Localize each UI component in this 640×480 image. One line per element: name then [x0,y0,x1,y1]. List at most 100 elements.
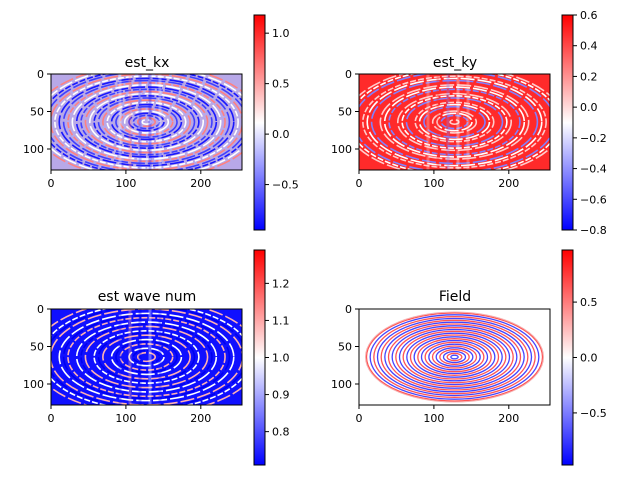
y-tick-label: 100 [331,378,352,391]
y-tick-label: 100 [331,143,352,156]
colorbar: −0.5 0.0 0.5 [561,249,607,466]
stripe-ring [88,327,205,387]
y-tick-label: 0 [345,68,352,81]
stripe-ring [84,325,209,389]
colorbar-tick-label: −0.5 [580,407,607,420]
field-edge-ring [365,311,544,403]
field-ring [391,325,518,389]
colorbar-tick-label: 0.0 [580,101,598,114]
colorbar-tick-label: 1.1 [272,314,290,327]
panel-est-ky: est_ky 0 100 200 0 50 100 −0.8 −0.6 −0.4 −0.2 0.… [331,9,607,237]
field-ring [450,354,459,360]
field-ring [384,321,525,393]
colorbar-ticks: −0.8 −0.6 −0.4 −0.2 0.0 0.2 0.4 0.6 [573,9,607,237]
center-streak [446,74,450,170]
heatmap-area [50,73,243,171]
heatmap-rings [359,74,550,170]
stripe-ring [88,92,205,152]
heatmap-area [358,73,551,171]
center-streak [118,309,122,405]
colorbar-ticks: −0.5 0.0 0.5 [573,296,607,420]
x-tick-label: 100 [423,412,444,425]
x-tick-label: 0 [356,177,363,190]
y-axis-ticks: 0 50 100 [331,68,359,156]
stripe-ring [75,321,218,393]
y-tick-label: 0 [37,68,44,81]
colorbar-tick-label: −0.5 [272,179,299,192]
heatmap-area [50,308,243,406]
center-streak [456,74,460,170]
x-tick-label: 200 [498,177,519,190]
colorbar-tick-label: 0.5 [580,296,598,309]
stripe-ring [379,84,530,160]
colorbar-gradient [253,14,266,231]
stripe-ring [67,316,226,398]
stripe-ring [444,116,465,128]
panel-est-wave-num: est wave num 0 100 200 0 50 100 0.8 0.9 1.0 1.1… [23,249,290,466]
stripe-ring [449,119,460,125]
center-streak [138,74,142,170]
stripe-ring [427,108,482,136]
y-tick-label: 100 [23,378,44,391]
stripe-ring [97,97,196,147]
stripe-ring [93,95,200,149]
stripe-ring [67,81,226,163]
y-tick-label: 0 [345,303,352,316]
colorbar: 0.8 0.9 1.0 1.1 1.2 [253,249,290,466]
x-tick-label: 0 [356,412,363,425]
center-streak [426,74,430,170]
plot-frame [358,308,551,406]
center-streak [466,74,470,170]
stripe-ring [75,86,218,158]
y-tick-label: 50 [338,106,352,119]
colorbar-gradient [561,14,574,231]
panel-title: est wave num [98,289,197,305]
stripe-ring [141,354,152,360]
field-ring [387,323,522,391]
stripe-ring [128,347,165,367]
heatmap-rings [365,311,544,403]
colorbar-tick-label: 0.9 [272,389,290,402]
stripe-ring [136,116,157,128]
field-ring [413,336,496,378]
center-streak [138,309,142,405]
stripe-ring [97,332,196,382]
x-tick-label: 200 [190,177,211,190]
y-axis-ticks: 0 50 100 [331,303,359,391]
colorbar-ticks: −0.5 0.0 0.5 1.0 [265,27,299,192]
stripe-ring [54,310,239,404]
panel-title: est_kx [125,55,170,71]
x-tick-label: 0 [48,412,55,425]
colorbar-tick-label: 1.0 [272,27,290,40]
stripe-ring [123,345,170,369]
field-ring [446,352,463,362]
x-axis-ticks: 0 100 200 [48,170,211,190]
colorbar-tick-label: 0.4 [580,40,598,53]
stripe-ring [110,103,183,141]
center-streak [128,309,132,405]
x-tick-label: 100 [423,177,444,190]
field-ring [442,350,467,364]
stripe-ring [106,101,187,143]
field-ring [369,314,540,400]
field-ring [409,334,500,380]
stripe-ring [436,112,473,132]
stripe-ring [54,75,239,169]
stripe-ring [375,81,534,163]
stripe-ring [132,114,161,130]
colorbar: −0.8 −0.6 −0.4 −0.2 0.0 0.2 0.4 0.6 [561,9,607,237]
field-ring [417,338,492,376]
x-tick-label: 100 [115,412,136,425]
stripe-ring [431,110,478,134]
stripe-ring [440,114,469,130]
field-ring [365,312,544,402]
y-tick-label: 50 [338,341,352,354]
x-tick-label: 200 [190,412,211,425]
colorbar-tick-label: 1.0 [272,352,290,365]
stripe-ring [414,101,495,143]
x-tick-label: 100 [115,177,136,190]
stripe-ring [71,84,222,160]
center-streak [148,74,152,170]
stripe-ring [136,351,157,363]
colorbar-tick-label: 0.5 [272,78,290,91]
